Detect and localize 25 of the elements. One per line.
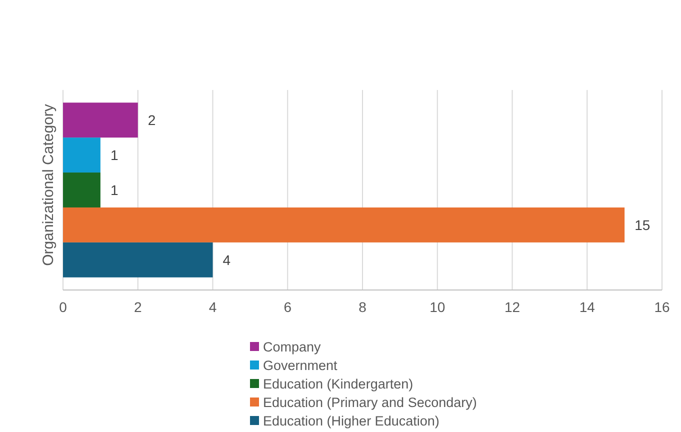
x-tick-label: 2 xyxy=(134,299,142,315)
x-tick-label: 16 xyxy=(654,299,670,315)
legend-label: Education (Primary and Secondary) xyxy=(263,395,477,410)
bar xyxy=(63,102,138,138)
x-tick-label: 10 xyxy=(430,299,446,315)
x-tick-label: 12 xyxy=(504,299,520,315)
data-label: 15 xyxy=(634,216,650,233)
data-label: 1 xyxy=(110,147,118,164)
bar xyxy=(63,207,625,242)
bar xyxy=(63,172,100,208)
x-tick-label: 6 xyxy=(284,299,292,315)
legend-label: Education (Higher Education) xyxy=(263,414,440,428)
x-tick-label: 4 xyxy=(208,299,217,315)
bar xyxy=(63,242,213,278)
bar xyxy=(63,138,100,173)
data-label: 4 xyxy=(222,252,231,268)
data-label: 2 xyxy=(148,112,156,128)
legend-label: Company xyxy=(263,340,322,354)
legend-label: Government xyxy=(263,358,338,373)
y-axis-title: Organizational Category xyxy=(40,104,57,266)
data-label: 1 xyxy=(110,182,118,198)
legend-label: Education (Kindergarten) xyxy=(263,376,414,392)
x-tick-label: 0 xyxy=(59,299,68,315)
x-tick-label: 8 xyxy=(358,299,367,315)
x-tick-label: 14 xyxy=(579,299,596,315)
